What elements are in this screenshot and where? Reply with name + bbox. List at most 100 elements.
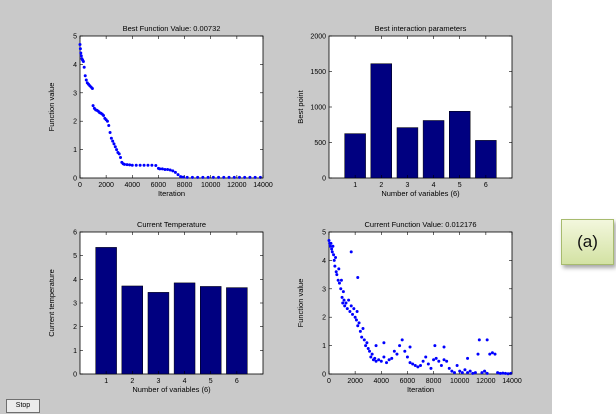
x-tick-label: 6000 xyxy=(400,378,416,385)
data-point xyxy=(442,358,446,362)
data-point xyxy=(426,362,430,366)
data-point xyxy=(403,349,407,353)
bar xyxy=(396,127,419,179)
data-point xyxy=(332,253,336,257)
chart-best-function-value: 0 2000 4000 6000 8000 10000 12000 14000 0 1 2 3 4 5 Be… xyxy=(47,24,273,198)
data-point xyxy=(163,167,167,171)
data-point xyxy=(411,362,415,366)
data-point xyxy=(362,338,366,342)
data-point xyxy=(122,162,126,166)
data-point xyxy=(111,139,115,143)
x-tick-label: 2 xyxy=(130,378,134,385)
data-point xyxy=(398,344,402,348)
data-point xyxy=(134,163,138,167)
data-point xyxy=(117,152,121,156)
data-point xyxy=(355,310,359,314)
data-point xyxy=(408,361,412,365)
data-point xyxy=(329,241,333,245)
data-point xyxy=(79,51,83,55)
data-point xyxy=(128,163,132,167)
x-axis-label: Iteration xyxy=(407,385,434,394)
data-point xyxy=(369,355,373,359)
data-point xyxy=(473,371,477,375)
y-tick-label: 6 xyxy=(73,230,77,237)
bar xyxy=(173,282,196,375)
data-point xyxy=(419,363,422,367)
chart-title: Current Function Value: 0.012176 xyxy=(364,220,476,229)
x-tick-label: 8000 xyxy=(426,378,442,385)
data-point xyxy=(146,163,150,167)
data-point xyxy=(171,169,175,173)
data-point xyxy=(506,372,510,376)
data-point xyxy=(227,175,231,179)
y-tick-label: 0 xyxy=(73,372,77,379)
data-point xyxy=(460,371,464,375)
data-point xyxy=(339,278,343,282)
x-axis-label: Iteration xyxy=(158,189,185,198)
y-tick-label: 1000 xyxy=(310,105,326,112)
data-point xyxy=(176,173,180,177)
data-point xyxy=(82,65,86,69)
data-point xyxy=(379,359,383,363)
data-point xyxy=(91,104,95,108)
data-point xyxy=(331,244,335,248)
data-point xyxy=(387,358,391,362)
x-tick-label: 14000 xyxy=(502,378,522,385)
data-point xyxy=(488,352,492,356)
stop-button[interactable]: Stop xyxy=(6,399,40,413)
data-point xyxy=(339,287,343,291)
y-tick-label: 2 xyxy=(73,324,77,331)
bar xyxy=(147,292,170,375)
x-tick-label: 3 xyxy=(156,378,160,385)
bar xyxy=(449,111,471,179)
x-tick-label: 2000 xyxy=(98,182,114,189)
data-point xyxy=(107,123,111,127)
data-point xyxy=(196,175,200,179)
data-point xyxy=(328,244,332,248)
data-point xyxy=(179,175,183,179)
x-tick-label: 12000 xyxy=(227,182,247,189)
data-point xyxy=(185,175,189,179)
x-tick-label: 6000 xyxy=(151,182,167,189)
data-point xyxy=(357,321,361,325)
bar xyxy=(370,63,392,179)
chart-current-temperature: 1 2 3 4 5 6 0 1 2 3 4 5 6 Current Temperature Number o… xyxy=(47,220,264,394)
x-tick-label: 2000 xyxy=(347,378,363,385)
data-point xyxy=(115,148,119,152)
data-point xyxy=(503,371,507,375)
data-point xyxy=(466,371,470,375)
y-tick-label: 3 xyxy=(73,90,77,97)
x-tick-label: 0 xyxy=(78,182,82,189)
data-point xyxy=(243,175,247,179)
data-point xyxy=(445,359,449,363)
y-tick-label: 0 xyxy=(73,176,77,183)
data-point xyxy=(150,163,154,167)
data-point xyxy=(463,368,467,372)
data-point xyxy=(496,371,500,375)
x-tick-label: 6 xyxy=(235,378,239,385)
plot-area xyxy=(328,231,513,375)
data-point xyxy=(168,168,172,172)
data-point xyxy=(476,352,480,356)
x-tick-label: 12000 xyxy=(476,378,496,385)
data-point xyxy=(109,136,113,140)
y-tick-label: 4 xyxy=(73,62,77,69)
y-tick-label: 1 xyxy=(73,348,77,355)
data-point xyxy=(347,298,351,302)
data-point xyxy=(360,335,364,339)
y-tick-label: 2000 xyxy=(310,34,326,41)
data-point xyxy=(112,142,116,146)
data-point xyxy=(432,358,436,362)
data-point xyxy=(365,341,369,345)
data-point xyxy=(368,349,372,353)
data-point xyxy=(416,365,420,369)
data-point xyxy=(125,163,129,167)
data-point xyxy=(374,344,378,348)
data-point xyxy=(471,371,475,375)
bar xyxy=(422,120,445,179)
data-point xyxy=(341,290,345,294)
data-point xyxy=(483,369,487,373)
data-point xyxy=(340,295,344,299)
x-tick-label: 14000 xyxy=(253,182,273,189)
plot-area xyxy=(79,35,264,179)
